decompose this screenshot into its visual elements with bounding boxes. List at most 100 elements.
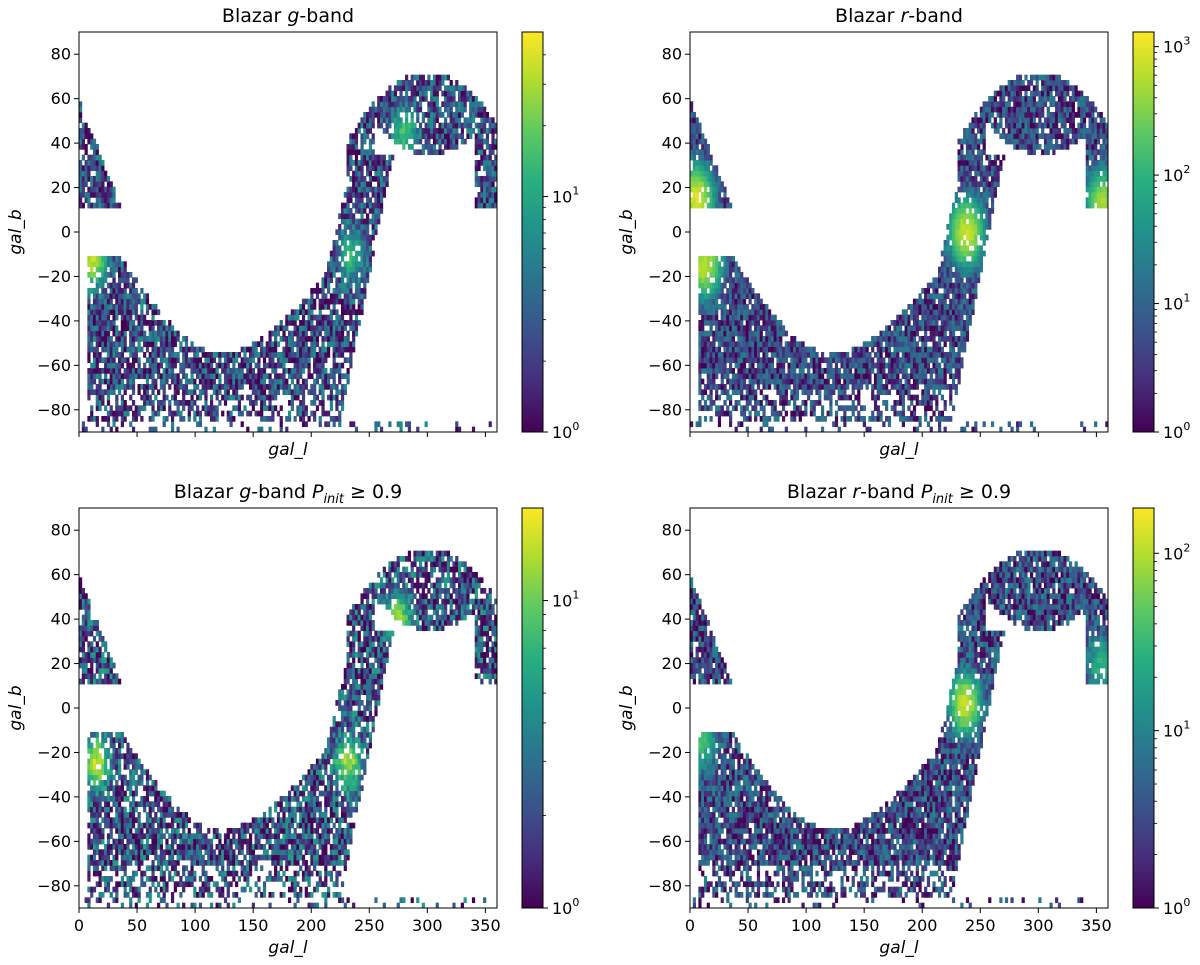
- heatmap-cell: [703, 261, 708, 268]
- heatmap-cell: [424, 90, 428, 97]
- heatmap-cell: [968, 160, 972, 166]
- heatmap-cell: [1007, 96, 1011, 102]
- heatmap-cell: [154, 384, 158, 390]
- heatmap-cell: [485, 170, 490, 177]
- heatmap-cell: [1021, 144, 1025, 150]
- heatmap-cell: [720, 309, 724, 316]
- heatmap-cell: [343, 229, 347, 236]
- heatmap-cell: [854, 384, 858, 390]
- heatmap-cell: [954, 368, 958, 374]
- heatmap-cell: [818, 368, 822, 374]
- heatmap-cell: [943, 320, 947, 326]
- heatmap-cell: [781, 389, 786, 396]
- heatmap-cell: [765, 314, 769, 321]
- heatmap-cell: [857, 410, 861, 417]
- heatmap-cell: [720, 336, 724, 342]
- heatmap-cell: [965, 234, 970, 241]
- heatmap-cell: [706, 336, 710, 342]
- heatmap-cell: [776, 341, 780, 348]
- heatmap-cell: [901, 368, 905, 374]
- heatmap-cell: [712, 288, 716, 294]
- heatmap-cell: [882, 400, 886, 406]
- heatmap-cell: [120, 325, 124, 332]
- heatmap-cell: [366, 160, 370, 166]
- heatmap-cell: [971, 117, 975, 124]
- heatmap-cell: [960, 218, 964, 225]
- heatmap-cell: [890, 368, 894, 374]
- heatmap-cell: [87, 389, 91, 396]
- heatmap-cell: [483, 154, 487, 161]
- heatmap-cell: [427, 128, 431, 134]
- heatmap-cell: [296, 309, 300, 316]
- heatmap-cell: [698, 266, 702, 273]
- heatmap-cell: [346, 293, 350, 300]
- heatmap-cell: [349, 421, 353, 428]
- heatmap-cell: [949, 288, 953, 294]
- heatmap-cell: [488, 149, 492, 156]
- heatmap-cell: [768, 384, 772, 390]
- heatmap-cell: [104, 389, 108, 396]
- heatmap-cell: [432, 101, 437, 108]
- heatmap-cell: [343, 309, 347, 316]
- heatmap-cell: [1002, 133, 1006, 140]
- heatmap-cell: [784, 373, 788, 380]
- heatmap-cell: [901, 400, 905, 406]
- heatmap-cell: [101, 346, 105, 353]
- heatmap-cell: [960, 234, 964, 241]
- heatmap-cell: [712, 304, 716, 310]
- heatmap-cell: [832, 389, 836, 396]
- heatmap-cell: [706, 394, 710, 401]
- heatmap-cell: [346, 288, 350, 294]
- heatmap-cell: [946, 245, 950, 252]
- heatmap-cell: [912, 405, 917, 412]
- heatmap-cell: [996, 170, 1000, 177]
- heatmap-cell: [374, 218, 378, 225]
- heatmap-cell: [285, 416, 289, 422]
- heatmap-cell: [857, 373, 861, 380]
- heatmap-cell: [899, 330, 903, 337]
- heatmap-cell: [90, 346, 94, 353]
- heatmap-cell: [731, 309, 735, 316]
- heatmap-cell: [379, 197, 384, 204]
- heatmap-cell: [751, 309, 755, 316]
- heatmap-cell: [115, 336, 119, 342]
- heatmap-cell: [804, 378, 808, 385]
- heatmap-cell: [904, 357, 908, 364]
- heatmap-cell: [488, 176, 492, 182]
- heatmap-cell: [745, 314, 749, 321]
- heatmap-cell: [935, 309, 939, 316]
- heatmap-cell: [327, 394, 331, 401]
- heatmap-cell: [349, 192, 353, 198]
- heatmap-cell: [123, 277, 127, 284]
- heatmap-cell: [340, 362, 345, 369]
- heatmap-cell: [452, 133, 456, 140]
- heatmap-cell: [335, 389, 339, 396]
- heatmap-cell: [299, 325, 303, 332]
- heatmap-cell: [843, 421, 847, 428]
- heatmap-cell: [407, 426, 412, 433]
- heatmap-cell: [938, 368, 942, 374]
- heatmap-cell: [748, 336, 752, 342]
- heatmap-cell: [703, 389, 708, 396]
- heatmap-cell: [260, 368, 264, 374]
- heatmap-cell: [698, 368, 702, 374]
- heatmap-cell: [405, 117, 409, 124]
- heatmap-cell: [106, 421, 111, 428]
- heatmap-cell: [924, 405, 928, 412]
- heatmap-cell: [912, 373, 917, 380]
- heatmap-cell: [101, 186, 105, 193]
- heatmap-cell: [982, 149, 986, 156]
- heatmap-cell: [703, 368, 708, 374]
- heatmap-cell: [940, 298, 944, 305]
- heatmap-cell: [957, 165, 961, 172]
- heatmap-cell: [706, 346, 710, 353]
- heatmap-cell: [168, 373, 172, 380]
- heatmap-cell: [196, 421, 200, 428]
- heatmap-cell: [784, 426, 788, 433]
- heatmap-cell: [165, 394, 169, 401]
- heatmap-cell: [126, 320, 130, 326]
- heatmap-cell: [251, 352, 255, 358]
- heatmap-cell: [137, 362, 141, 369]
- heatmap-cell: [343, 346, 347, 353]
- heatmap-cell: [974, 421, 978, 428]
